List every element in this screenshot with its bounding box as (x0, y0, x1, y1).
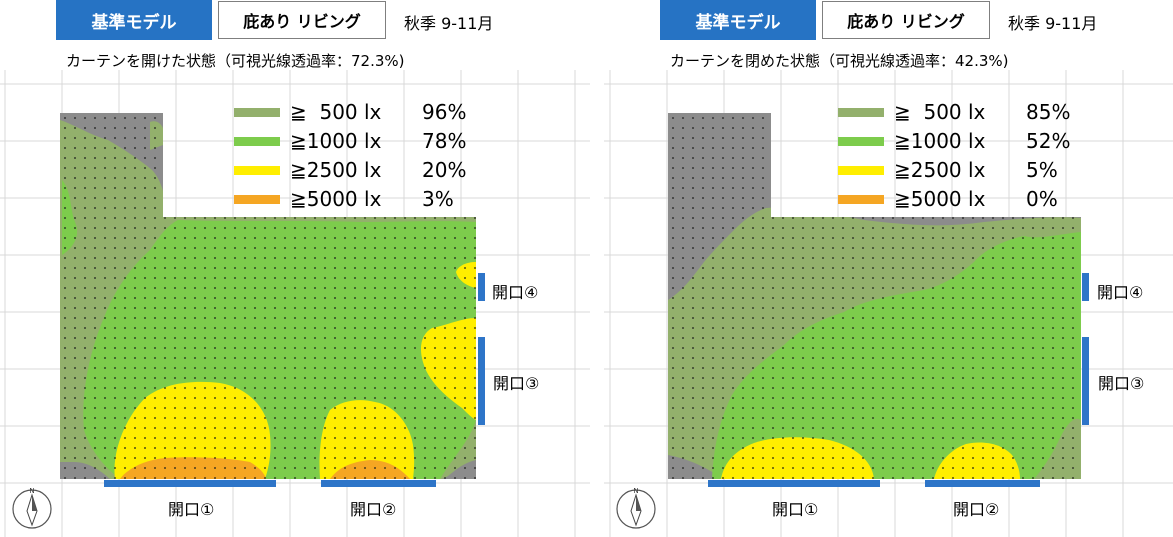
legend-item-1000: ≧1000 lx 52% (836, 127, 1136, 156)
legend: ≧ 500 lx 85% ≧1000 lx 52% ≧2500 lx 5% ≧5… (836, 98, 1136, 214)
opening-2-label: 開口② (953, 500, 1000, 519)
opening-3-label: 開口③ (493, 374, 540, 393)
season-label: 秋季 9-11月 (404, 14, 494, 33)
opening-2-label: 開口② (350, 500, 397, 519)
legend-percent: 52% (1026, 129, 1071, 153)
legend-label: ≧2500 lx (894, 158, 986, 182)
legend-swatch (838, 108, 884, 117)
opening-3-bar (478, 337, 485, 425)
opening-4-bar (478, 273, 485, 301)
legend-item-1000: ≧1000 lx 78% (232, 127, 532, 156)
legend-label: ≧5000 lx (894, 187, 986, 211)
opening-2-bar (925, 480, 1040, 487)
compass-icon: N (12, 487, 52, 529)
opening-4-bar (1082, 273, 1089, 301)
legend: ≧ 500 lx 96% ≧1000 lx 78% ≧2500 lx 20% ≧… (232, 98, 532, 214)
legend-swatch (838, 195, 884, 204)
compass-north-label: N (29, 487, 34, 495)
subtitle: カーテンを閉めた状態（可視光線透過率：42.3%) (670, 52, 1009, 70)
legend-label: ≧ 500 lx (290, 100, 382, 124)
case-label: 庇あり リビング (822, 1, 990, 39)
legend-item-500: ≧ 500 lx 85% (836, 98, 1136, 127)
legend-percent: 0% (1026, 187, 1058, 211)
season-label: 秋季 9-11月 (1008, 14, 1098, 33)
case-label: 庇あり リビング (218, 1, 386, 39)
opening-1-label: 開口① (772, 500, 819, 519)
legend-percent: 3% (422, 187, 454, 211)
right-panel: 基準モデル 庇あり リビング 秋季 9-11月 カーテンを閉めた状態（可視光線透… (604, 0, 1173, 537)
compass-icon: N (616, 487, 656, 529)
legend-item-2500: ≧2500 lx 20% (232, 156, 532, 185)
legend-label: ≧1000 lx (894, 129, 986, 153)
legend-percent: 96% (422, 100, 467, 124)
legend-label: ≧1000 lx (290, 129, 382, 153)
legend-item-5000: ≧5000 lx 3% (232, 185, 532, 214)
left-panel: 基準モデル 庇あり リビング 秋季 9-11月 カーテンを開けた状態（可視光線透… (0, 0, 590, 537)
legend-swatch (838, 137, 884, 146)
legend-swatch (234, 137, 280, 146)
legend-item-5000: ≧5000 lx 0% (836, 185, 1136, 214)
opening-4-label: 開口④ (1097, 283, 1144, 302)
legend-item-500: ≧ 500 lx 96% (232, 98, 532, 127)
model-label: 基準モデル (56, 0, 212, 40)
legend-label: ≧ 500 lx (894, 100, 986, 124)
legend-label: ≧5000 lx (290, 187, 382, 211)
opening-3-bar (1082, 337, 1089, 425)
legend-percent: 78% (422, 129, 467, 153)
opening-1-bar (104, 480, 276, 487)
opening-1-label: 開口① (168, 500, 215, 519)
subtitle: カーテンを開けた状態（可視光線透過率：72.3%) (66, 52, 405, 70)
opening-3-label: 開口③ (1098, 374, 1145, 393)
legend-percent: 20% (422, 158, 467, 182)
model-label: 基準モデル (660, 0, 816, 40)
legend-swatch (234, 166, 280, 175)
legend-percent: 5% (1026, 158, 1058, 182)
legend-swatch (234, 195, 280, 204)
legend-label: ≧2500 lx (290, 158, 382, 182)
legend-item-2500: ≧2500 lx 5% (836, 156, 1136, 185)
legend-swatch (234, 108, 280, 117)
opening-4-label: 開口④ (492, 283, 539, 302)
legend-swatch (838, 166, 884, 175)
opening-2-bar (321, 480, 436, 487)
legend-percent: 85% (1026, 100, 1071, 124)
opening-1-bar (708, 480, 880, 487)
compass-north-label: N (633, 487, 638, 495)
